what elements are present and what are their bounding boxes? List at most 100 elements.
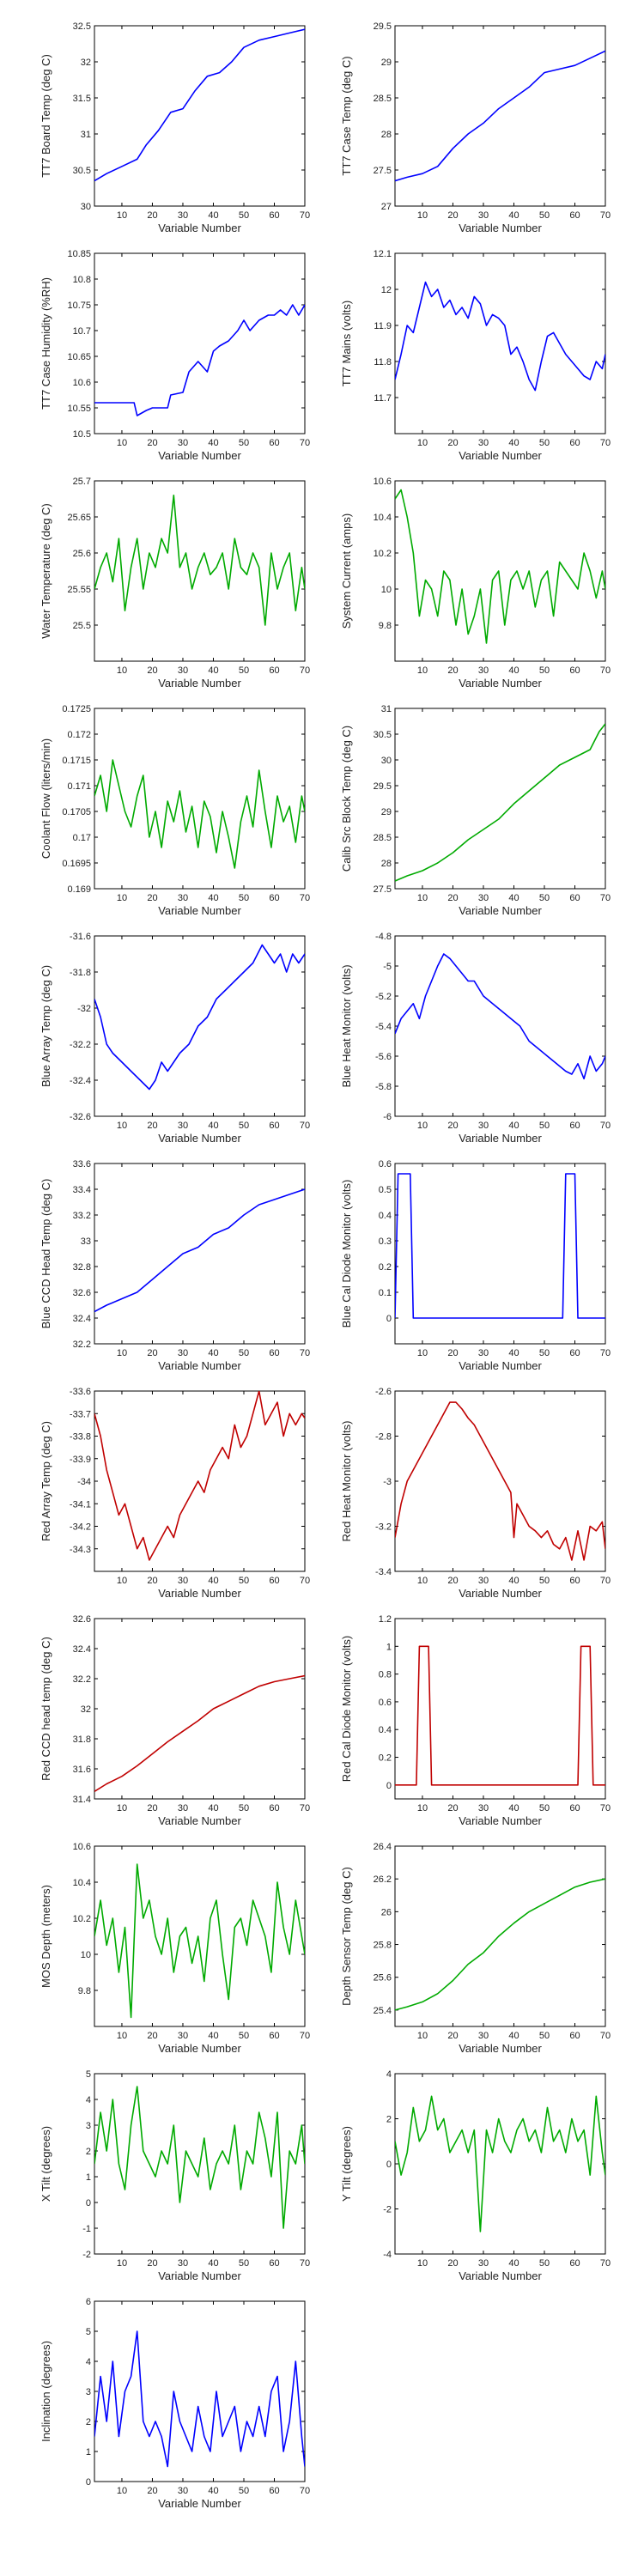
x-tick-label: 30 [178, 1121, 188, 1131]
y-tick-label: -5.2 [375, 992, 392, 1002]
y-tick-label: 0.1705 [62, 807, 91, 817]
y-tick-label: 29.5 [374, 781, 392, 792]
y-tick-label: 28 [381, 130, 392, 140]
y-tick-label: 10.7 [73, 326, 91, 337]
y-tick-label: 25.5 [73, 621, 91, 631]
plot-frame [94, 935, 306, 1117]
y-tick-label: 32.2 [73, 1674, 91, 1685]
x-axis-label: Variable Number [158, 2042, 241, 2055]
x-tick-label: 50 [239, 2486, 249, 2496]
chart-panel-6: 10 20 30 40 50 60 70 9.8 10 10.2 10.4 10.6 Variable … [340, 477, 611, 690]
y-tick-label: 0.169 [67, 884, 91, 895]
x-tick-label: 10 [417, 2258, 428, 2269]
y-tick-label: 31.8 [73, 1735, 91, 1745]
x-tick-label: 60 [569, 1576, 580, 1586]
x-tick-label: 50 [539, 2258, 550, 2269]
chart-panel-8: 10 20 30 40 50 60 70 27.5 28 28.5 29 29.5 30 30.5 31 Va… [340, 704, 611, 917]
x-tick-label: 70 [600, 1803, 611, 1814]
x-tick-label: 70 [300, 2031, 310, 2041]
y-tick-label: -4 [383, 2250, 392, 2260]
y-tick-label: -34.1 [70, 1499, 91, 1510]
y-axis-label: Y Tilt (degrees) [340, 2126, 353, 2202]
x-tick-label: 60 [269, 1803, 279, 1814]
y-tick-label: 32 [81, 58, 91, 68]
y-axis-label: TT7 Mains (volts) [340, 301, 353, 386]
x-tick-label: 40 [208, 210, 218, 221]
series-line [395, 953, 605, 1080]
y-tick-label: 10.85 [67, 249, 91, 259]
y-axis-label: Red CCD head temp (deg C) [39, 1637, 52, 1781]
y-axis-label: Depth Sensor Temp (deg C) [340, 1867, 353, 2006]
x-tick-label: 30 [478, 2258, 489, 2269]
x-tick-label: 60 [569, 2031, 580, 2041]
x-tick-label: 40 [208, 1121, 218, 1131]
x-tick-label: 50 [539, 1803, 550, 1814]
x-tick-label: 40 [208, 893, 218, 903]
y-tick-label: 10.6 [73, 1842, 91, 1852]
x-axis-label: Variable Number [459, 449, 542, 462]
x-tick-label: 10 [117, 1576, 127, 1586]
chart-panel-7: 10 20 30 40 50 60 70 0.169 0.1695 0.17 0.1705 0.171… [39, 704, 310, 917]
y-tick-label: 0.3 [379, 1236, 392, 1247]
series-line [94, 2086, 305, 2229]
x-tick-label: 20 [147, 2031, 157, 2041]
x-tick-label: 40 [208, 1803, 218, 1814]
y-tick-label: 1 [386, 1642, 392, 1652]
x-tick-label: 40 [208, 2486, 218, 2496]
y-tick-label: 28 [381, 859, 392, 869]
x-tick-label: 70 [300, 1803, 310, 1814]
x-tick-label: 60 [269, 438, 279, 448]
chart-panel-17: 10 20 30 40 50 60 70 9.8 10 10.2 10.4 10.6 Variable … [39, 1842, 310, 2055]
series-line [94, 2330, 305, 2468]
y-tick-label: 10.8 [73, 275, 91, 285]
y-tick-label: 0.4 [379, 1211, 392, 1221]
series-line [94, 944, 305, 1091]
x-tick-label: 10 [117, 2031, 127, 2041]
y-tick-label: 33.4 [73, 1185, 91, 1195]
x-tick-label: 70 [600, 438, 611, 448]
chart-panel-15: 10 20 30 40 50 60 70 31.4 31.6 31.8 32 32.2 32.4 32.6… [39, 1614, 310, 1827]
chart-panel-10: 10 20 30 40 50 60 70 -6 -5.8 -5.6 -5.4 -5.2 -5 -4.8 Va… [340, 932, 611, 1145]
plot-frame [394, 1163, 606, 1345]
x-tick-label: 30 [478, 893, 489, 903]
y-tick-label: 0 [386, 2160, 392, 2170]
x-tick-label: 10 [117, 2486, 127, 2496]
x-tick-label: 30 [478, 1348, 489, 1358]
x-tick-label: 10 [117, 2258, 127, 2269]
x-axis-label: Variable Number [158, 222, 241, 234]
y-axis-label: Red Cal Diode Monitor (volts) [340, 1636, 353, 1783]
y-tick-label: 26 [381, 1907, 392, 1917]
y-tick-label: 25.6 [73, 549, 91, 559]
y-tick-label: 29.5 [374, 21, 392, 32]
x-tick-label: 40 [208, 1348, 218, 1358]
x-tick-label: 30 [178, 2486, 188, 2496]
x-tick-label: 50 [239, 438, 249, 448]
y-tick-label: 25.65 [67, 513, 91, 523]
y-tick-label: 31.6 [73, 1765, 91, 1775]
y-tick-label: 29 [381, 807, 392, 817]
y-tick-label: -6 [383, 1112, 392, 1122]
x-tick-label: 60 [569, 1348, 580, 1358]
y-tick-label: 4 [86, 2095, 91, 2105]
y-tick-label: 10.75 [67, 301, 91, 311]
x-tick-label: 10 [417, 2031, 428, 2041]
y-tick-label: 2 [86, 2147, 91, 2157]
plot-frame [94, 1163, 306, 1345]
x-tick-label: 20 [447, 438, 458, 448]
x-tick-label: 70 [300, 438, 310, 448]
y-tick-label: 5 [86, 2327, 91, 2337]
y-tick-label: 0.1725 [62, 704, 91, 714]
y-axis-label: Blue Array Temp (deg C) [39, 965, 52, 1087]
x-tick-label: 20 [147, 893, 157, 903]
x-tick-label: 70 [300, 1576, 310, 1586]
x-axis-label: Variable Number [158, 2269, 241, 2282]
x-tick-label: 40 [208, 438, 218, 448]
y-tick-label: -32 [77, 1004, 91, 1014]
y-tick-label: 4 [386, 2069, 392, 2080]
x-axis-label: Variable Number [158, 677, 241, 690]
x-tick-label: 30 [478, 1121, 489, 1131]
x-tick-label: 20 [147, 1576, 157, 1586]
y-axis-label: Water Temperature (deg C) [39, 503, 52, 639]
x-tick-label: 50 [239, 2031, 249, 2041]
